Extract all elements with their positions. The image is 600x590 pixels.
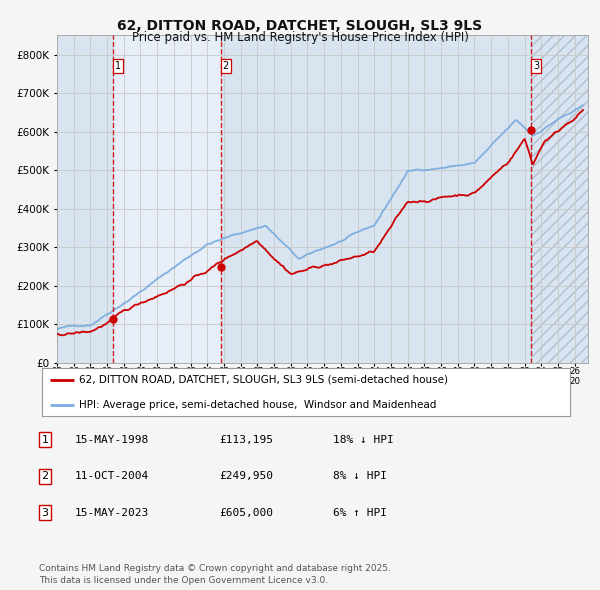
Text: 8% ↓ HPI: 8% ↓ HPI	[333, 471, 387, 481]
Text: 18% ↓ HPI: 18% ↓ HPI	[333, 435, 394, 444]
Text: 3: 3	[41, 508, 49, 517]
Text: 6% ↑ HPI: 6% ↑ HPI	[333, 508, 387, 517]
Bar	[57, 35, 113, 363]
Text: 2: 2	[223, 61, 229, 71]
Text: HPI: Average price, semi-detached house,  Windsor and Maidenhead: HPI: Average price, semi-detached house,…	[79, 400, 436, 410]
Text: £249,950: £249,950	[219, 471, 273, 481]
Bar	[531, 35, 588, 363]
Text: 15-MAY-1998: 15-MAY-1998	[75, 435, 149, 444]
Text: Contains HM Land Registry data © Crown copyright and database right 2025.
This d: Contains HM Land Registry data © Crown c…	[39, 564, 391, 585]
Text: 3: 3	[533, 61, 539, 71]
Bar	[531, 35, 588, 363]
Text: 11-OCT-2004: 11-OCT-2004	[75, 471, 149, 481]
Bar	[221, 35, 531, 363]
Text: 2: 2	[41, 471, 49, 481]
Text: 1: 1	[115, 61, 121, 71]
Text: 1: 1	[41, 435, 49, 444]
Text: 62, DITTON ROAD, DATCHET, SLOUGH, SL3 9LS (semi-detached house): 62, DITTON ROAD, DATCHET, SLOUGH, SL3 9L…	[79, 375, 448, 385]
Text: £113,195: £113,195	[219, 435, 273, 444]
Text: £605,000: £605,000	[219, 508, 273, 517]
Text: 15-MAY-2023: 15-MAY-2023	[75, 508, 149, 517]
Text: Price paid vs. HM Land Registry's House Price Index (HPI): Price paid vs. HM Land Registry's House …	[131, 31, 469, 44]
Text: 62, DITTON ROAD, DATCHET, SLOUGH, SL3 9LS: 62, DITTON ROAD, DATCHET, SLOUGH, SL3 9L…	[118, 19, 482, 33]
